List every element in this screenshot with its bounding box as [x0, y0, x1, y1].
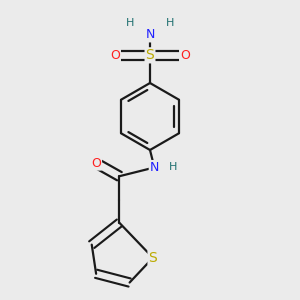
Text: N: N: [145, 28, 155, 41]
Text: O: O: [110, 49, 120, 62]
Text: H: H: [166, 18, 175, 28]
Text: H: H: [125, 18, 134, 28]
Text: N: N: [150, 161, 159, 174]
Text: O: O: [180, 49, 190, 62]
Text: S: S: [148, 251, 157, 265]
Text: H: H: [169, 163, 178, 172]
Text: S: S: [146, 48, 154, 62]
Text: O: O: [91, 157, 101, 169]
